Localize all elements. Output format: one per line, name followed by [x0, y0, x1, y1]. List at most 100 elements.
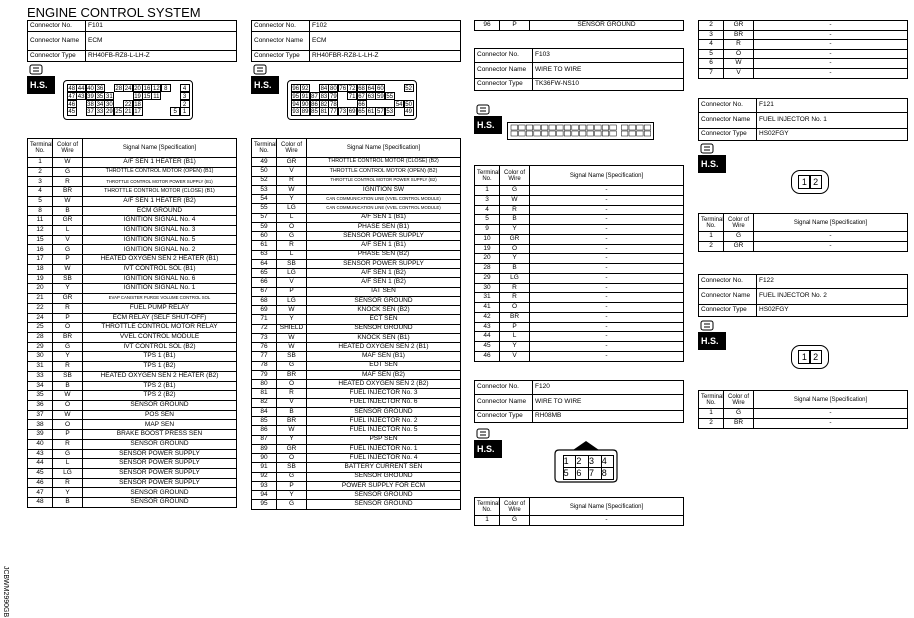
pin: 45: [66, 107, 77, 116]
signal-name: -: [753, 48, 908, 60]
info-label: Connector Name: [698, 288, 757, 305]
signal-name: A/F SEN 1 HEATER (B2): [82, 195, 237, 207]
terminal-no: 94: [251, 489, 277, 501]
info-value: WIRE TO WIRE: [532, 62, 684, 79]
terminal-row: 42 BR -: [474, 311, 684, 323]
terminal-no: 11: [27, 215, 53, 227]
terminal-row: 30 R -: [474, 282, 684, 294]
terminal-no: 21: [27, 293, 53, 304]
wire-color: R: [52, 438, 83, 450]
hs-label: H.S.: [30, 80, 48, 90]
terminal-no: 3: [698, 29, 724, 41]
hs-icon: H.S.: [698, 143, 728, 173]
terminal-no: 46: [27, 477, 53, 489]
terminal-row: 34 B TPS 2 (B1): [27, 380, 237, 392]
signal-name: PSP SEN: [306, 434, 461, 445]
terminal-row: 29 LG -: [474, 272, 684, 284]
pin-row: 45 37 33 29 25 21 17 5 1: [66, 107, 190, 116]
wire-color: O: [499, 243, 530, 255]
terminal-row: 79 BR MAF SEN (B2): [251, 369, 461, 381]
terminal-row: 12 L IGNITION SIGNAL No. 3: [27, 225, 237, 236]
terminal-no: 50: [251, 166, 277, 177]
info-value: RH08MB: [532, 410, 684, 423]
header-row: Terminal No. Color of Wire Signal Name [Sp…: [698, 213, 908, 232]
info-value: RH40FB-RZ8-L-LH-Z: [85, 50, 237, 62]
pin: 1: [179, 107, 190, 116]
wire-color: BR: [52, 331, 83, 343]
wire-color: O: [499, 302, 530, 313]
info-row: Connector Name FUEL INJECTOR No. 2: [698, 288, 908, 305]
hs-label: H.S.: [701, 159, 719, 169]
wire-color: G: [499, 185, 530, 196]
info-label: Connector Name: [474, 62, 533, 79]
terminal-no: 71: [251, 314, 277, 325]
signal-name: IGNITION SIGNAL No. 4: [82, 215, 237, 227]
terminal-row: 20 Y IGNITION SIGNAL No. 1: [27, 283, 237, 295]
terminal-row: 21 GR EVAP CANISTER PURGE VOLUME CONTROL S…: [27, 293, 237, 304]
terminal-no: 7: [698, 67, 724, 79]
terminal-no: 1: [474, 515, 500, 526]
terminal-no: 64: [251, 258, 277, 270]
signal-name: FUEL INJECTOR No. 3: [306, 388, 461, 399]
terminal-no: 36: [27, 399, 53, 411]
terminal-table: 2 GR -3 BR -4 R -5 O -6 W -7 V -: [698, 20, 908, 79]
wire-color: LG: [276, 267, 307, 279]
pin-row: 94 90 86 82 78 66 54 50: [290, 99, 414, 109]
signal-name: SENSOR GROUND: [306, 471, 461, 482]
signal-name: HEATED OXYGEN SEN 2 (B1): [306, 341, 461, 353]
terminal-row: 19 SB IGNITION SIGNAL No. 6: [27, 273, 237, 285]
signal-name: PHASE SEN (B2): [306, 249, 461, 260]
hs-label: H.S.: [477, 120, 495, 130]
info-row: Connector Type TK36FW-NS10: [474, 78, 684, 91]
wire-color: LG: [276, 295, 307, 307]
hs-icon: H.S.: [698, 320, 728, 350]
wire-color: SB: [276, 258, 307, 270]
info-value: ECM: [309, 31, 461, 51]
wire-color: B: [276, 406, 307, 418]
terminal-row: 28 B -: [474, 263, 684, 274]
terminal-row: 2 GR -: [698, 20, 908, 31]
terminal-no: 24: [27, 312, 53, 324]
connector-info: Connector No. F102 Connector Name ECM Connec…: [251, 20, 461, 62]
signal-name: IGNITION SIGNAL No. 5: [82, 234, 237, 246]
signal-name: -: [529, 282, 684, 294]
connector-info: Connector No. F122 Connector Name FUEL INJE…: [698, 274, 908, 317]
wire-color: LG: [276, 203, 307, 214]
terminal-row: 39 P BRAKE BOOST PRESS SEN: [27, 429, 237, 440]
pin: 1: [562, 454, 577, 468]
wire-color: BR: [499, 311, 530, 323]
header-row: Terminal No. Color of Wire Signal Name [Sp…: [27, 138, 237, 158]
wire-color: Y: [499, 253, 530, 264]
terminal-row: 33 SB HEATED OXYGEN SEN 2 HEATER (B2): [27, 370, 237, 382]
terminal-no: 66: [251, 277, 277, 288]
wire-color: P: [52, 312, 83, 324]
pin: 53: [384, 107, 395, 116]
wire-color: LG: [499, 272, 530, 284]
terminal-row: 48 B SENSOR GROUND: [27, 497, 237, 508]
signal-name: -: [529, 243, 684, 255]
signal-name: A/F SEN 1 (B2): [306, 277, 461, 288]
info-row: Connector Type HS02FGY: [698, 128, 908, 141]
terminal-no: 25: [27, 322, 53, 333]
wire-color: BR: [723, 418, 754, 429]
info-label: Connector Name: [698, 112, 757, 129]
terminal-no: 2: [698, 418, 724, 429]
wire-color: W: [499, 194, 530, 206]
terminal-row: 82 V FUEL INJECTOR No. 6: [251, 397, 461, 408]
wire-color: W: [276, 304, 307, 316]
pin: 1: [798, 350, 811, 364]
terminal-no: 91: [251, 462, 277, 473]
wire-color: SHIELD: [276, 323, 307, 334]
signal-name: SENSOR POWER SUPPLY: [82, 448, 237, 460]
terminal-no: 19: [474, 243, 500, 255]
info-value: ECM: [85, 31, 237, 51]
terminal-row: 44 L SENSOR POWER SUPPLY: [27, 458, 237, 469]
header-cell: Color of Wire: [499, 497, 530, 516]
info-value: F121: [756, 98, 908, 113]
terminal-row: 18 W IVT CONTROL SOL (B1): [27, 263, 237, 275]
info-label: Connector No.: [27, 20, 86, 32]
terminal-row: 38 O MAP SEN: [27, 419, 237, 431]
